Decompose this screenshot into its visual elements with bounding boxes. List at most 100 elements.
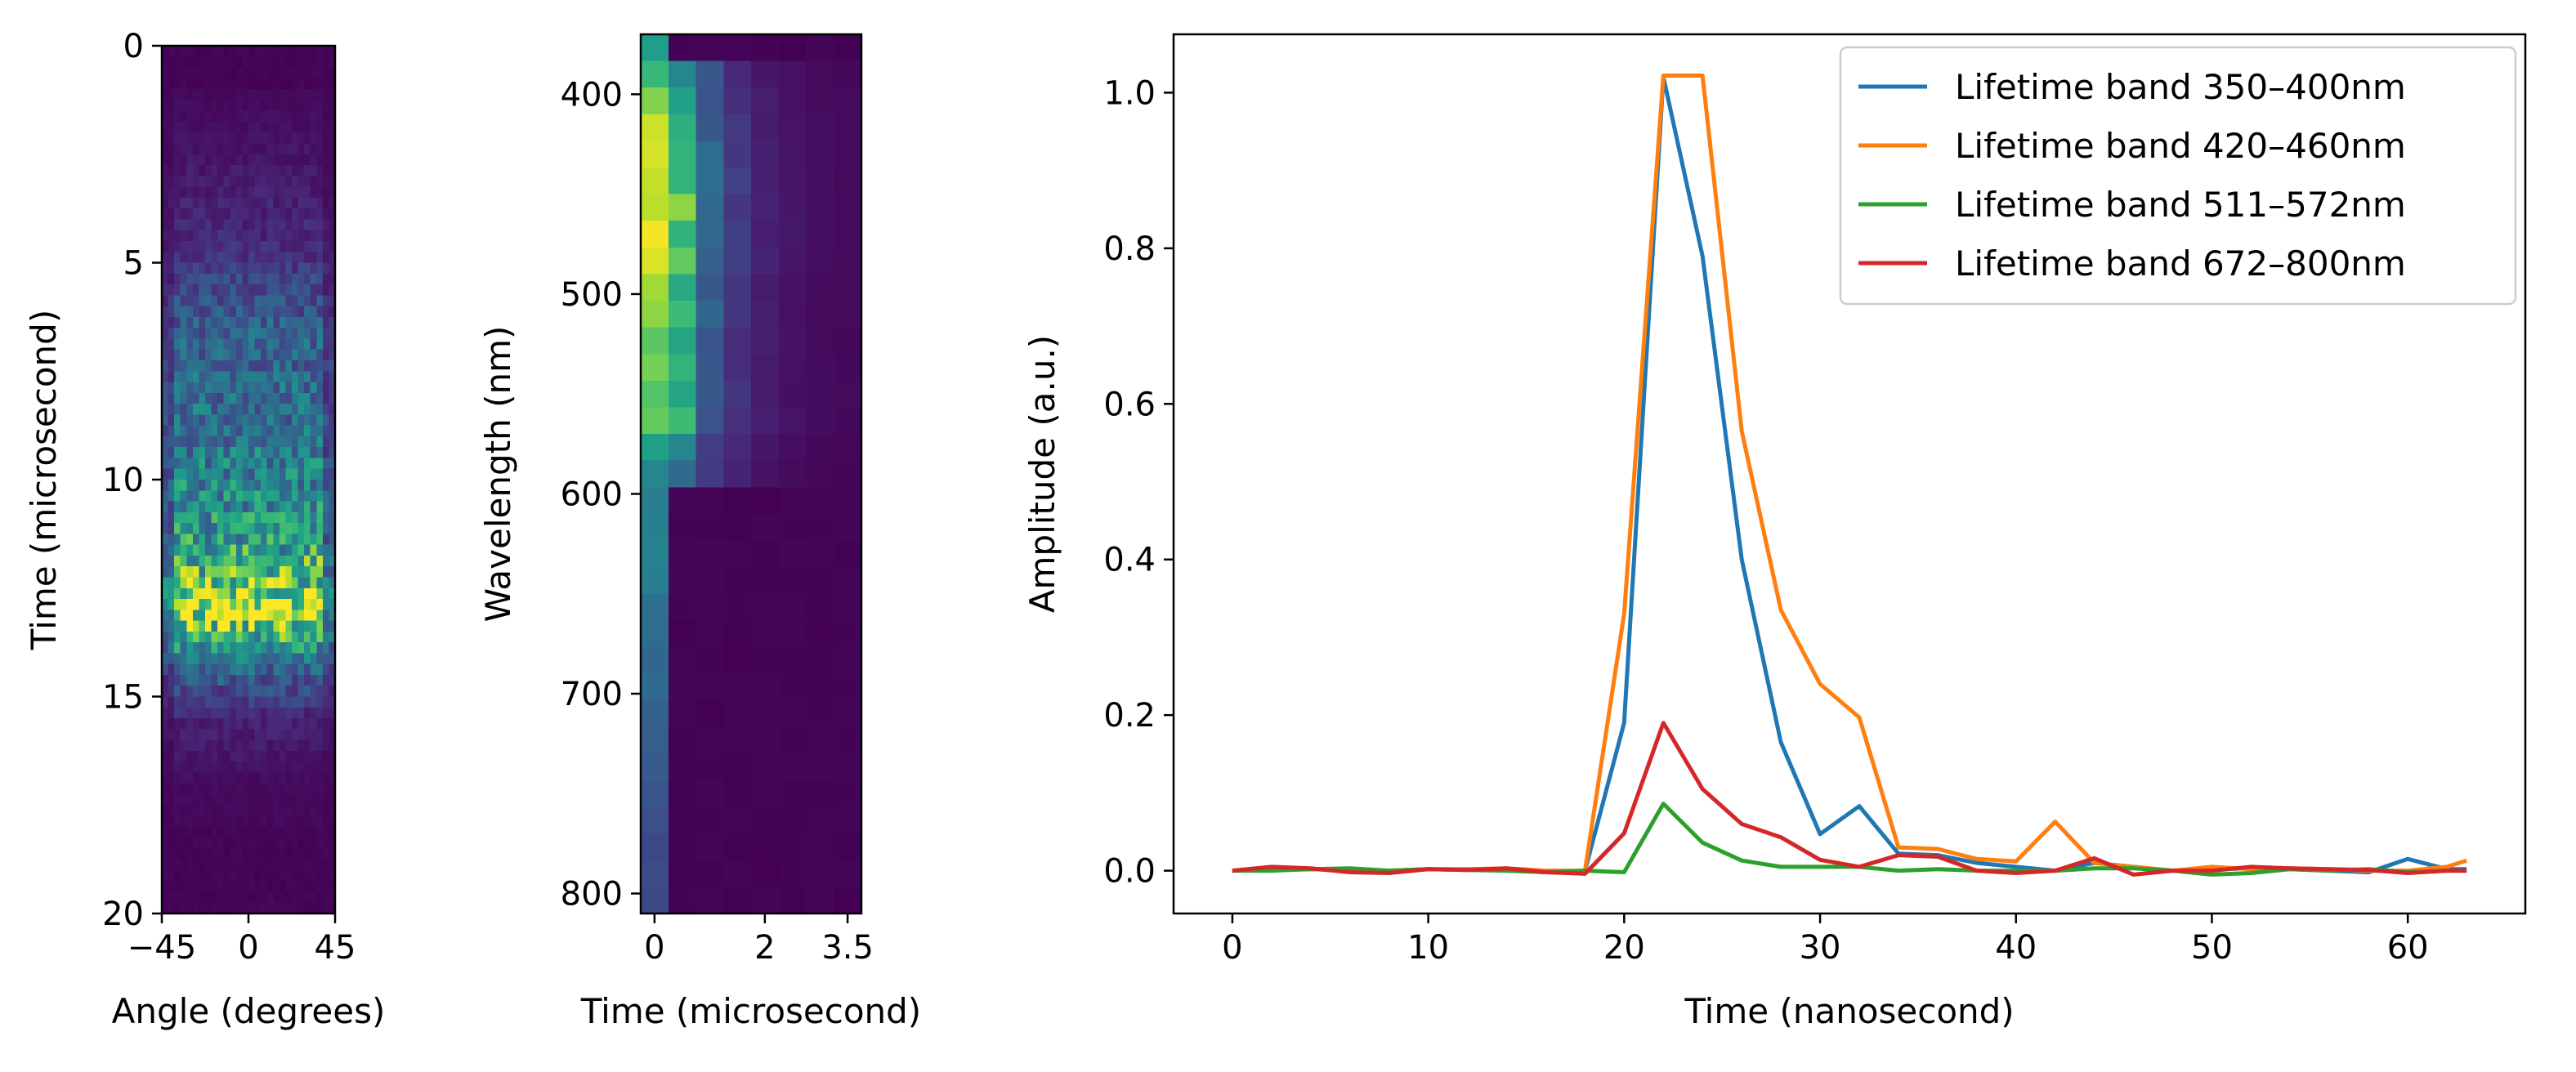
heatmap-cell (254, 599, 262, 610)
heatmap-cell (199, 273, 206, 285)
heatmap-cell (273, 208, 280, 220)
heatmap-cell (304, 869, 311, 882)
heatmap-cell (292, 273, 299, 285)
heatmap-cell (180, 338, 187, 351)
heatmap-cell (316, 523, 324, 534)
heatmap-cell (186, 762, 194, 774)
heatmap-cell (217, 284, 225, 296)
heatmap-cell (186, 458, 194, 470)
heatmap-cell (273, 328, 280, 340)
heatmap-cell (292, 511, 299, 524)
heatmap-cell (266, 230, 274, 242)
heatmap-cell (186, 273, 194, 285)
heatmap-cell (211, 739, 218, 752)
heatmap-cell (254, 805, 262, 817)
heatmap-cell (205, 480, 212, 491)
heatmap-cell (806, 327, 834, 355)
heatmap-cell (230, 762, 237, 774)
heatmap-cell (248, 881, 256, 893)
heatmap-cell (304, 176, 311, 188)
heatmap-cell (723, 194, 752, 221)
heatmap-cell (192, 316, 200, 328)
heatmap-cell (723, 380, 752, 409)
heatmap-cell (297, 458, 305, 470)
heatmap-cell (199, 750, 206, 762)
heatmap-cell (205, 197, 212, 209)
heatmap-cell (254, 663, 262, 676)
heatmap-cell (778, 593, 807, 621)
heatmap-cell (205, 262, 212, 275)
heatmap-cell (329, 176, 336, 188)
heatmap-cell (304, 599, 311, 610)
heatmap-cell (329, 762, 336, 774)
heatmap-cell (192, 793, 200, 806)
heatmap-cell (329, 371, 336, 383)
heatmap-cell (751, 646, 780, 675)
heatmap-cell (806, 221, 834, 248)
heatmap-cell (168, 523, 175, 534)
heatmap-cell (192, 349, 200, 361)
heatmap-cell (192, 718, 200, 730)
heatmap-cell (751, 887, 780, 914)
heatmap-cell (723, 753, 752, 781)
heatmap-cell (322, 696, 330, 708)
heatmap-cell (310, 382, 317, 394)
heatmap-cell (230, 56, 237, 69)
heatmap-cell (778, 646, 807, 675)
heatmap-cell (292, 848, 299, 860)
heatmap-cell (211, 490, 218, 502)
heatmap-cell (235, 729, 244, 741)
heatmap-cell (248, 891, 256, 904)
heatmap-cell (230, 718, 237, 730)
heatmap-cell (205, 902, 212, 914)
heatmap-cell (168, 230, 175, 242)
heatmap-cell (261, 328, 268, 340)
heatmap-cell (223, 534, 230, 546)
heatmap-cell (329, 772, 336, 784)
heatmap-cell (329, 902, 336, 914)
heatmap-cell (316, 316, 324, 328)
heatmap-cell (168, 328, 175, 340)
heatmap-cell (304, 110, 311, 123)
heatmap-cell (322, 631, 330, 643)
heatmap-cell (168, 273, 175, 285)
heatmap-cell (254, 534, 262, 546)
heatmap-cell (778, 407, 807, 435)
heatmap-cell (279, 208, 287, 220)
heatmap-cell (668, 60, 697, 88)
heatmap-cell (235, 783, 244, 795)
heatmap-cell (322, 620, 330, 632)
heatmap-cell (297, 110, 305, 123)
heatmap-cell (834, 221, 862, 248)
heatmap-cell (310, 468, 317, 480)
heatmap-cell (304, 490, 311, 502)
heatmap-cell (235, 696, 244, 708)
heatmap-cell (261, 316, 268, 328)
heatmap-cell (186, 208, 194, 220)
heatmap-cell (304, 631, 311, 643)
heatmap-cell (230, 642, 237, 654)
heatmap-cell (310, 360, 317, 372)
heatmap-cell (162, 891, 169, 904)
heatmap-cell (254, 577, 262, 589)
heatmap-cell (248, 176, 256, 188)
heatmap-cell (316, 511, 324, 524)
heatmap-cell (273, 577, 280, 589)
heatmap-cell (186, 262, 194, 275)
heatmap-cell (292, 642, 299, 654)
heatmap-cell (273, 392, 280, 404)
heatmap-cell (266, 262, 274, 275)
heatmap-cell (192, 230, 200, 242)
heatmap-cell (235, 686, 244, 698)
heatmap-cell (285, 577, 293, 589)
heatmap-cell (186, 566, 194, 578)
heatmap-cell (292, 902, 299, 914)
x-axis-label: Time (nanosecond) (1684, 991, 2014, 1031)
heatmap-cell (242, 458, 249, 470)
heatmap-cell (751, 87, 780, 115)
heatmap-cell (217, 78, 225, 90)
heatmap-cell (180, 262, 187, 275)
heatmap-cell (235, 273, 244, 285)
heatmap-cell (304, 534, 311, 546)
heatmap-cell (304, 219, 311, 231)
